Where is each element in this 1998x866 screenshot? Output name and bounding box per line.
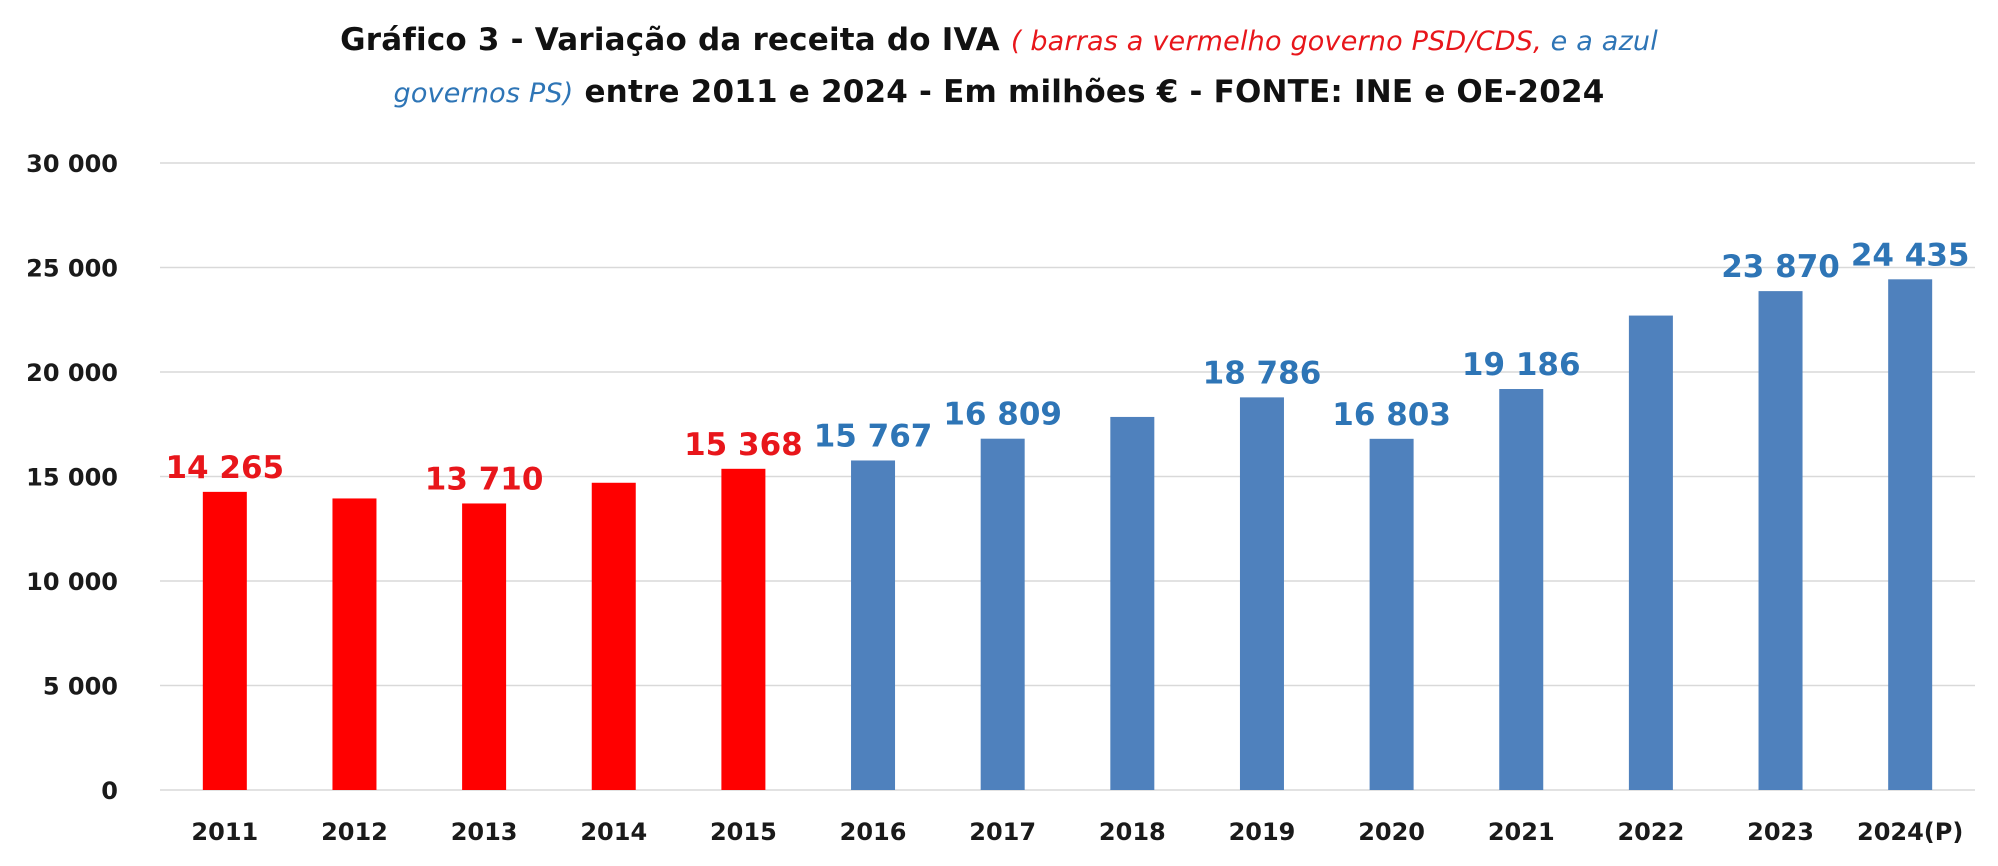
bar: [1110, 416, 1155, 790]
x-tick-label: 2020: [1358, 818, 1425, 846]
chart-title-blue-note-2: governos PS): [393, 78, 574, 109]
y-axis-ticks: 0 5 000 10 000 15 000 20 000 25 000 30 000: [26, 150, 118, 805]
chart-title-line-2: governos PS) entre 2011 e 2024 - Em milh…: [0, 74, 1998, 110]
chart-title-main: Gráfico 3 - Variação da receita do IVA: [340, 22, 1011, 58]
y-tick-label: 30 000: [26, 150, 118, 178]
x-tick-label: 2017: [969, 818, 1036, 846]
data-label: 16 803: [1332, 397, 1451, 433]
y-tick-label: 10 000: [26, 568, 118, 596]
data-label: 19 186: [1462, 347, 1581, 383]
chart-title-blue-note: e a azul: [1550, 26, 1658, 57]
bar: [1628, 315, 1673, 790]
x-tick-label: 2023: [1747, 818, 1814, 846]
bar: [1499, 389, 1544, 790]
data-label: 16 809: [943, 397, 1062, 433]
x-tick-label: 2021: [1488, 818, 1555, 846]
y-tick-label: 15 000: [26, 464, 118, 492]
bar: [1369, 438, 1414, 790]
x-axis-ticks: 2011 2012 2013 2014 2015 2016 2017 2018 2019 2020…: [191, 818, 1963, 846]
chart-title-line-1: Gráfico 3 - Variação da receita do IVA (…: [0, 22, 1998, 58]
bar: [462, 503, 507, 790]
bars: [202, 279, 1933, 790]
x-tick-label: 2024(P): [1857, 818, 1963, 846]
bar: [332, 498, 377, 790]
bar: [202, 491, 247, 790]
x-tick-label: 2019: [1229, 818, 1296, 846]
x-tick-label: 2013: [451, 818, 518, 846]
data-label: 15 368: [684, 427, 803, 463]
x-tick-label: 2016: [840, 818, 907, 846]
x-tick-label: 2014: [580, 818, 647, 846]
data-label: 23 870: [1721, 249, 1840, 285]
bar: [591, 482, 636, 790]
data-labels: 14 265 13 710 15 368 15 767 16 809 18 786 16 8…: [165, 237, 1969, 497]
bar: [1758, 291, 1803, 790]
x-tick-label: 2018: [1099, 818, 1166, 846]
x-tick-label: 2011: [191, 818, 258, 846]
bar: [721, 468, 766, 790]
bar: [851, 460, 896, 790]
data-label: 15 767: [814, 418, 933, 454]
bar: [980, 438, 1025, 790]
chart-title-red-note: ( barras a vermelho governo PSD/CDS,: [1010, 26, 1551, 57]
y-tick-label: 5 000: [43, 673, 118, 701]
x-tick-label: 2022: [1617, 818, 1684, 846]
bar: [1239, 397, 1284, 790]
y-tick-label: 25 000: [26, 255, 118, 283]
data-label: 14 265: [165, 450, 284, 486]
data-label: 13 710: [425, 461, 544, 497]
chart-title-main-2: entre 2011 e 2024 - Em milhões € - FONTE…: [573, 74, 1605, 110]
y-tick-label: 20 000: [26, 359, 118, 387]
bar: [1888, 279, 1933, 790]
x-tick-label: 2012: [321, 818, 388, 846]
data-label: 18 786: [1203, 355, 1322, 391]
data-label: 24 435: [1851, 237, 1970, 273]
y-tick-label: 0: [101, 777, 118, 805]
x-tick-label: 2015: [710, 818, 777, 846]
